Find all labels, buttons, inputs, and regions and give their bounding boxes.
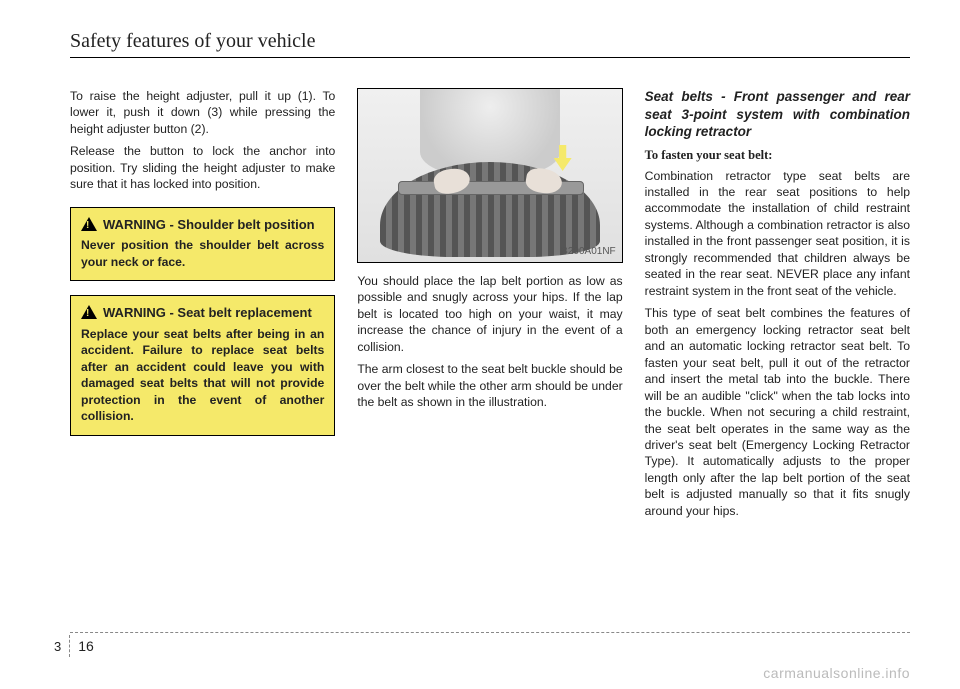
warning-heading: WARNING - Seat belt replacement <box>81 304 324 322</box>
sub-heading: To fasten your seat belt: <box>645 147 910 164</box>
warning-box-seat-belt-replacement: WARNING - Seat belt replacement Replace … <box>70 295 335 435</box>
seat-belt-figure: B200A01NF <box>357 88 622 263</box>
warning-triangle-icon <box>81 305 97 319</box>
body-text: To raise the height adjuster, pull it up… <box>70 88 335 137</box>
body-text: You should place the lap belt portion as… <box>357 273 622 355</box>
header-title: Safety features of your vehicle <box>70 30 910 53</box>
chapter-number: 3 <box>54 639 61 654</box>
column-2: B200A01NF You should place the lap belt … <box>357 88 622 525</box>
body-text: The arm closest to the seat belt buckle … <box>357 361 622 410</box>
body-text: Release the button to lock the anchor in… <box>70 143 335 192</box>
figure-code: B200A01NF <box>561 245 615 259</box>
warning-box-shoulder-belt: WARNING - Shoulder belt position Never p… <box>70 207 335 281</box>
figure-lap <box>380 162 600 257</box>
warning-body: Never position the shoulder belt across … <box>81 237 324 270</box>
content-columns: To raise the height adjuster, pull it up… <box>70 88 910 525</box>
page-header: Safety features of your vehicle <box>70 30 910 58</box>
warning-body: Replace your seat belts after being in a… <box>81 326 324 425</box>
warning-subtitle: Shoulder belt position <box>177 217 314 232</box>
warning-label: WARNING - <box>103 217 174 232</box>
footer-divider <box>70 632 910 633</box>
page-num-separator <box>69 635 70 657</box>
warning-heading-text: WARNING - Shoulder belt position <box>103 216 324 234</box>
manual-page: Safety features of your vehicle To raise… <box>0 0 960 689</box>
page-number: 3 16 <box>54 635 94 657</box>
column-1: To raise the height adjuster, pull it up… <box>70 88 335 525</box>
page-index: 16 <box>78 638 94 654</box>
subsection-title: Seat belts - Front passenger and rear se… <box>645 88 910 141</box>
warning-label: WARNING - <box>103 305 174 320</box>
watermark: carmanualsonline.info <box>763 665 910 681</box>
body-text: Combination retractor type seat belts ar… <box>645 168 910 300</box>
warning-heading-text: WARNING - Seat belt replacement <box>103 304 324 322</box>
body-text: This type of seat belt combines the feat… <box>645 305 910 519</box>
warning-subtitle: Seat belt replacement <box>177 305 311 320</box>
column-3: Seat belts - Front passenger and rear se… <box>645 88 910 525</box>
warning-heading: WARNING - Shoulder belt position <box>81 216 324 234</box>
warning-triangle-icon <box>81 217 97 231</box>
